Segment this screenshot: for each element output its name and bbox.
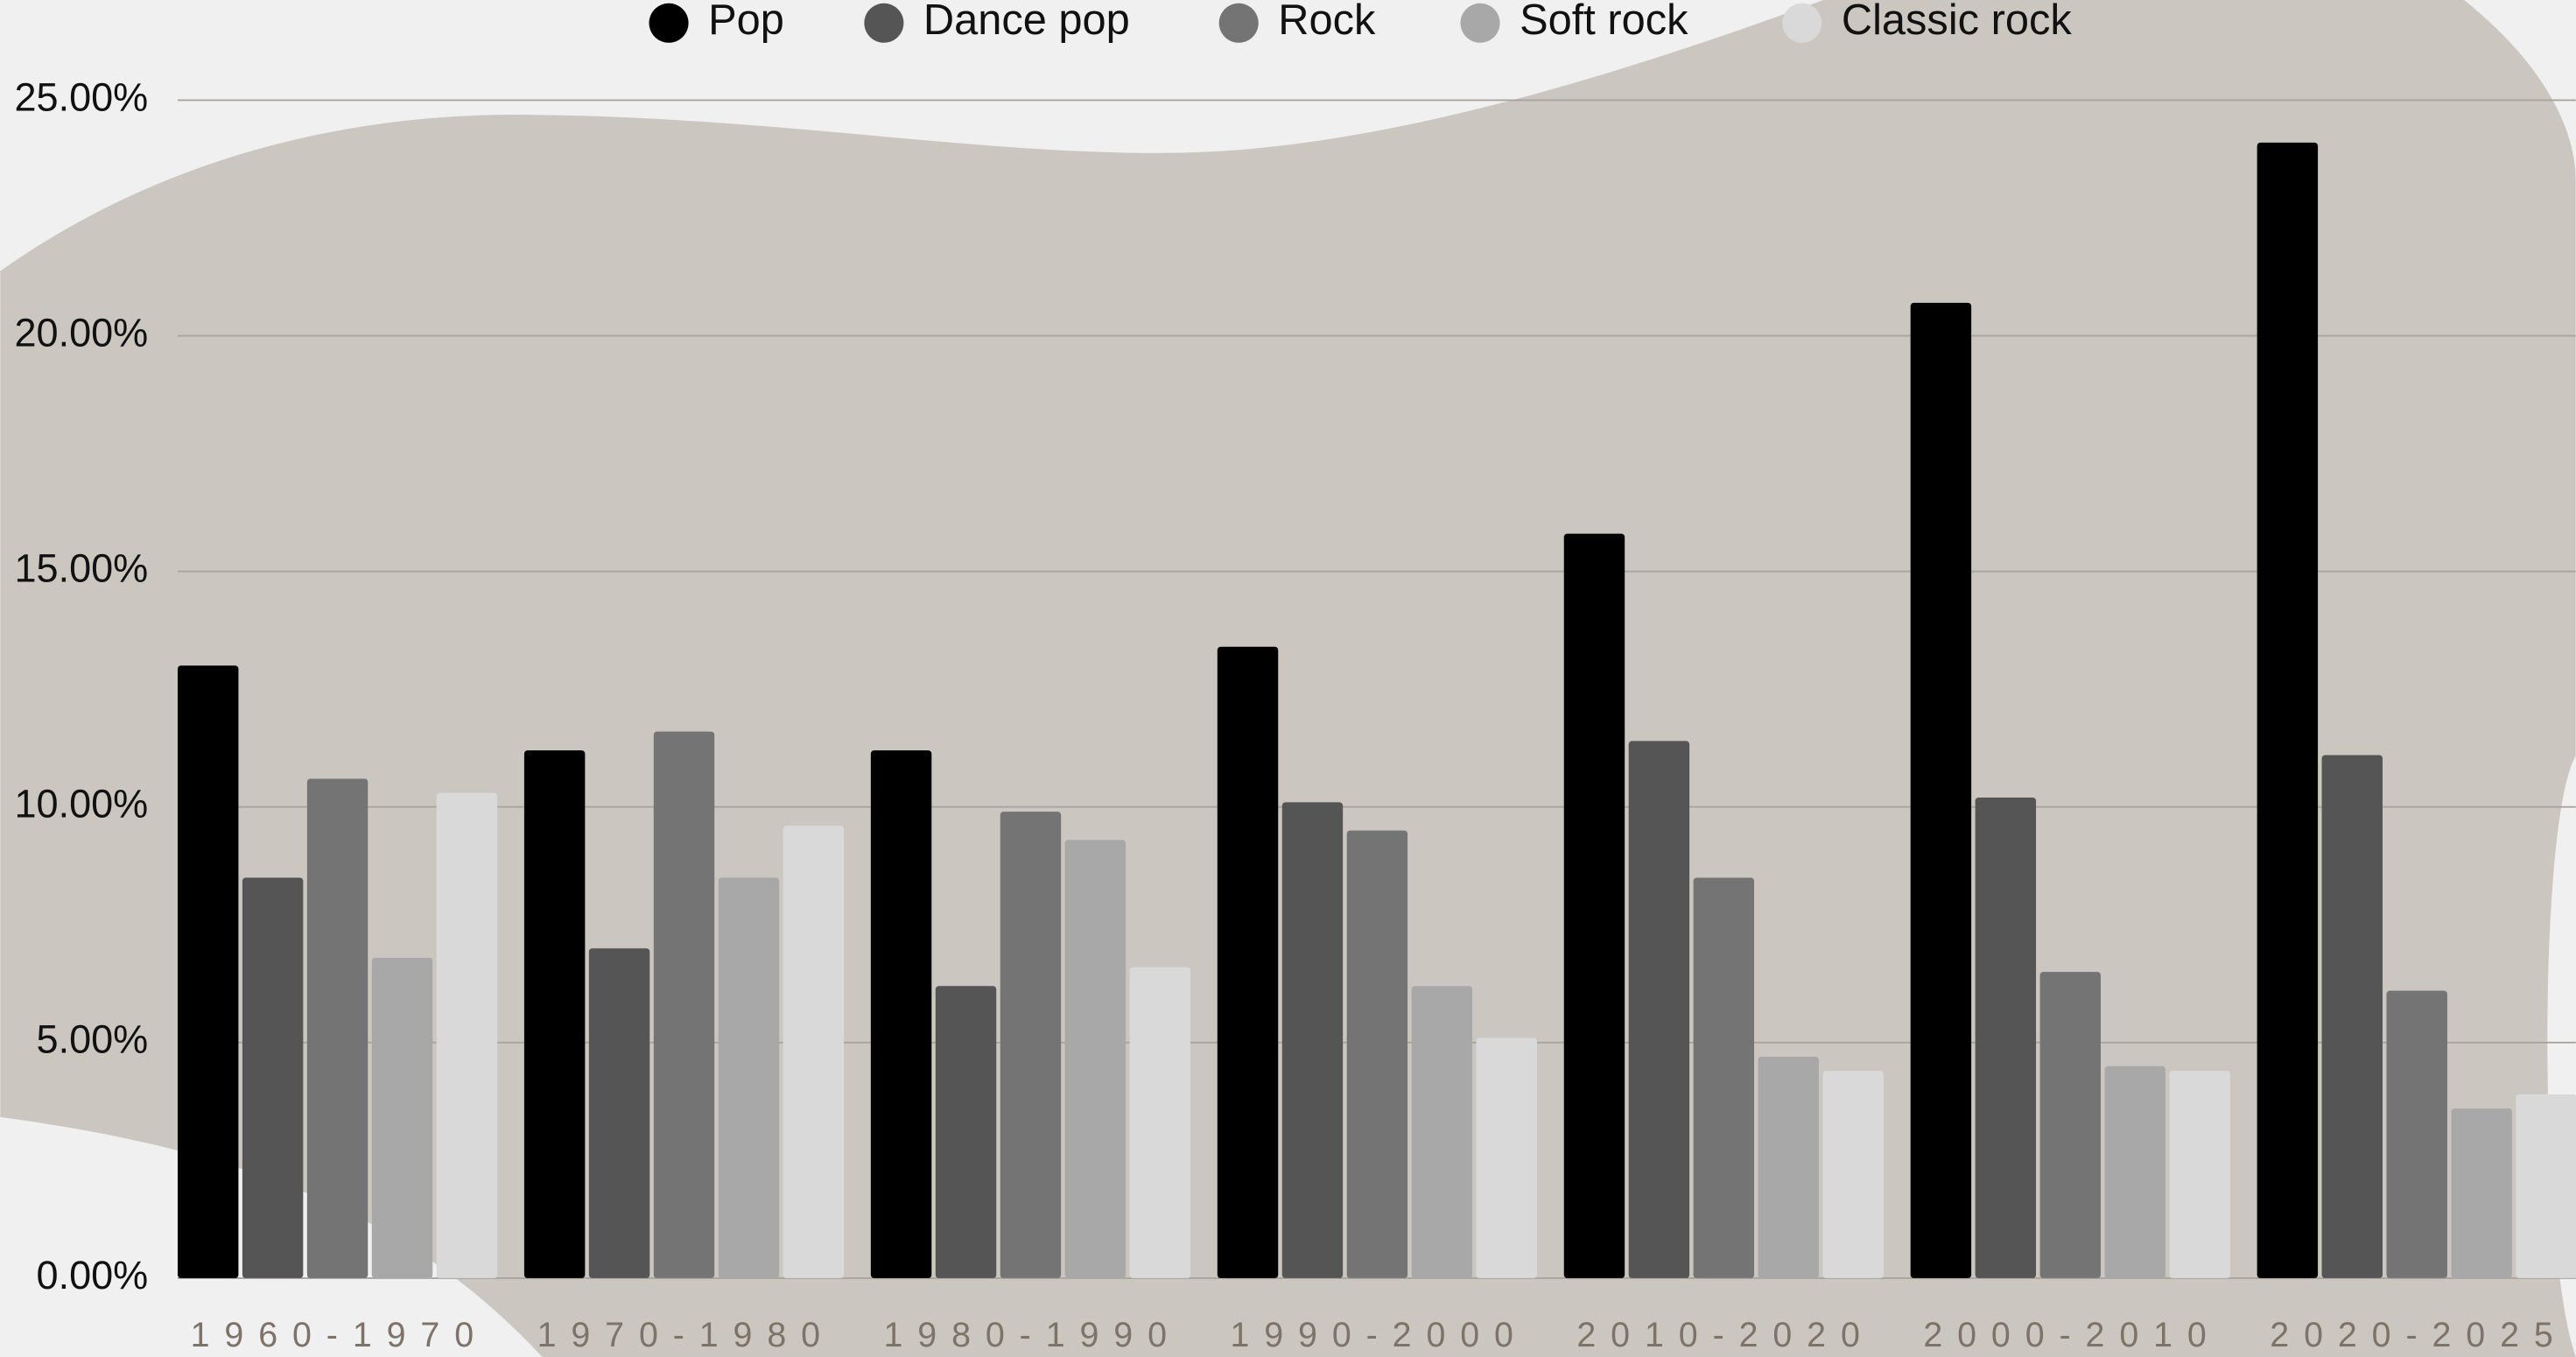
bar xyxy=(1476,1037,1537,1278)
x-tick-label: 2010-2020 xyxy=(1576,1316,1874,1354)
bar xyxy=(2516,1094,2576,1278)
bar xyxy=(870,750,932,1278)
x-tick-label: 1980-1990 xyxy=(884,1316,1182,1354)
legend-label: Classic rock xyxy=(1842,0,2072,44)
y-tick-label: 15.00% xyxy=(15,546,149,591)
x-tick-label: 2020-2025 xyxy=(2270,1316,2567,1354)
legend-swatch xyxy=(1218,3,1259,43)
bar xyxy=(1346,830,1408,1278)
legend-label: Dance pop xyxy=(923,0,1130,44)
bar xyxy=(2451,1108,2512,1278)
bar xyxy=(1281,802,1344,1278)
bar xyxy=(935,986,997,1278)
y-tick-label: 0.00% xyxy=(37,1253,149,1297)
legend-label: Soft rock xyxy=(1520,0,1688,44)
bar xyxy=(436,792,498,1278)
legend-swatch xyxy=(864,3,904,43)
bar xyxy=(1064,840,1127,1278)
bar xyxy=(588,948,650,1278)
x-tick-label: 2000-2010 xyxy=(1923,1316,2221,1354)
bar xyxy=(2104,1065,2165,1278)
legend-swatch xyxy=(1460,3,1500,43)
bar xyxy=(242,877,304,1278)
bar xyxy=(1822,1071,1884,1278)
bar xyxy=(1129,967,1191,1278)
bar xyxy=(718,877,780,1278)
bar xyxy=(2169,1071,2230,1278)
bar xyxy=(1758,1056,1819,1278)
bar xyxy=(1628,741,1690,1278)
legend-label: Rock xyxy=(1278,0,1376,44)
x-tick-label: 1990-2000 xyxy=(1230,1316,1527,1354)
y-tick-label: 20.00% xyxy=(15,310,149,355)
bar xyxy=(2386,990,2447,1278)
y-tick-label: 25.00% xyxy=(15,74,149,119)
bar xyxy=(1217,646,1279,1278)
x-tick-label: 1960-1970 xyxy=(191,1316,488,1354)
bar xyxy=(371,957,433,1278)
bar xyxy=(2039,972,2101,1278)
bar xyxy=(1975,797,2037,1278)
bar xyxy=(1693,877,1755,1278)
bar xyxy=(177,665,239,1278)
legend-swatch xyxy=(649,3,689,43)
legend-swatch xyxy=(1782,3,1822,43)
bar xyxy=(1411,986,1473,1278)
y-tick-label: 5.00% xyxy=(37,1017,149,1062)
y-tick-label: 10.00% xyxy=(15,782,149,826)
bar xyxy=(2321,755,2383,1278)
bar xyxy=(653,731,715,1278)
bar xyxy=(523,750,586,1278)
bar xyxy=(1563,533,1625,1278)
bar xyxy=(2257,142,2319,1278)
bar xyxy=(1910,302,1972,1278)
legend-label: Pop xyxy=(708,0,784,44)
x-tick-label: 1970-1980 xyxy=(537,1316,835,1354)
bar xyxy=(783,826,845,1278)
bar xyxy=(306,778,369,1278)
bar xyxy=(1000,812,1062,1278)
